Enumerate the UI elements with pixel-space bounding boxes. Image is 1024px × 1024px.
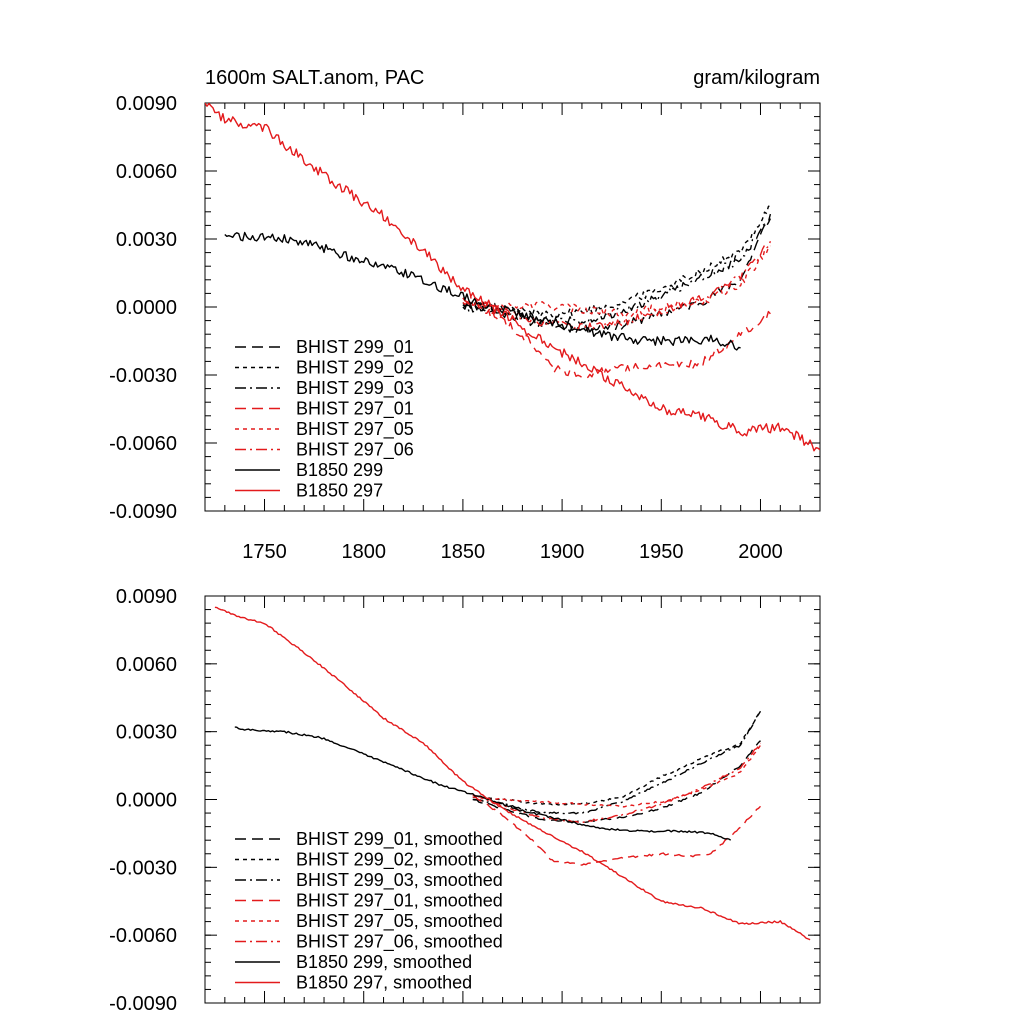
legend-label: BHIST 297_06 bbox=[296, 440, 414, 461]
legend-label: BHIST 297_01, smoothed bbox=[296, 891, 503, 912]
legend-label: BHIST 299_01, smoothed bbox=[296, 829, 503, 850]
x-tick-label: 1850 bbox=[441, 541, 486, 563]
y-tick-label: -0.0060 bbox=[109, 925, 177, 947]
series-line bbox=[224, 231, 741, 351]
series-line bbox=[472, 710, 762, 806]
y-tick-label: 0.0030 bbox=[116, 722, 177, 744]
legend-label: BHIST 299_02, smoothed bbox=[296, 850, 503, 871]
series-line bbox=[462, 213, 772, 334]
chart-panel-1: -0.0090 -0.0060 -0.0030 0.0000 0.0030 0.0060 0… bbox=[109, 67, 821, 563]
y-tick-label: -0.0030 bbox=[109, 857, 177, 879]
series-line bbox=[462, 245, 771, 318]
y-tick-label: 0.0000 bbox=[116, 790, 177, 812]
legend-label: BHIST 297_06, smoothed bbox=[296, 932, 503, 953]
series-line bbox=[472, 744, 762, 808]
series-line bbox=[205, 103, 820, 452]
series-line bbox=[214, 606, 811, 941]
series-line bbox=[472, 742, 762, 824]
legend-label: B1850 299 bbox=[296, 460, 383, 480]
series-line bbox=[472, 710, 762, 815]
y-tick-label: -0.0090 bbox=[109, 501, 177, 523]
series-line bbox=[462, 297, 771, 379]
series-group bbox=[214, 606, 811, 941]
y-tick-label: 0.0000 bbox=[116, 297, 177, 319]
legend-label: BHIST 299_03, smoothed bbox=[296, 870, 503, 891]
x-tick-label: 2000 bbox=[738, 541, 783, 563]
y-tick-label: 0.0030 bbox=[116, 229, 177, 251]
y-tick-label: 0.0060 bbox=[116, 161, 177, 183]
legend-label: BHIST 299_02 bbox=[296, 358, 414, 379]
series-line bbox=[462, 204, 771, 318]
chart-title: 1600m SALT.anom, PAC bbox=[205, 67, 424, 89]
series-line bbox=[472, 794, 762, 866]
x-tick-label: 1750 bbox=[242, 541, 287, 563]
series-line bbox=[234, 726, 732, 841]
legend-label: BHIST 297_01 bbox=[296, 399, 414, 420]
legend-label: BHIST 297_05 bbox=[296, 419, 414, 440]
legend-label: B1850 297 bbox=[296, 481, 383, 501]
chart-panel-2: -0.0090 -0.0060 -0.0030 0.0000 0.0030 0.0060 0… bbox=[109, 586, 821, 1015]
legend-label: BHIST 299_01 bbox=[296, 337, 414, 358]
series-group bbox=[205, 103, 820, 452]
x-tick-label: 1800 bbox=[341, 541, 386, 563]
y-tick-label: -0.0030 bbox=[109, 365, 177, 387]
y-tick-label: 0.0090 bbox=[116, 586, 177, 608]
y-tick-label: -0.0060 bbox=[109, 433, 177, 455]
x-tick-label: 1950 bbox=[639, 541, 684, 563]
legend-label: BHIST 299_03 bbox=[296, 378, 414, 399]
legend-label: BHIST 297_05, smoothed bbox=[296, 911, 503, 932]
y-tick-label: 0.0090 bbox=[116, 93, 177, 115]
y-tick-label: -0.0090 bbox=[109, 993, 177, 1015]
units-label: gram/kilogram bbox=[693, 67, 820, 89]
x-tick-label: 1900 bbox=[540, 541, 585, 563]
legend-label: B1850 299, smoothed bbox=[296, 952, 472, 972]
series-line bbox=[462, 241, 772, 331]
legend-label: B1850 297, smoothed bbox=[296, 973, 472, 993]
y-tick-label: 0.0060 bbox=[116, 654, 177, 676]
series-line bbox=[462, 218, 772, 326]
